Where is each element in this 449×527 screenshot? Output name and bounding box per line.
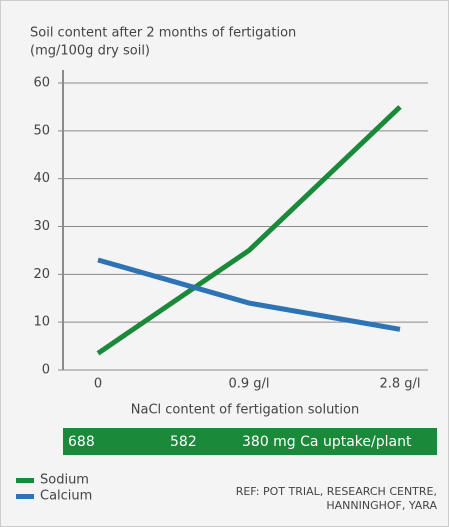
y-tick-label: 60: [33, 76, 50, 91]
x-axis-label: NaCl content of fertigation solution: [131, 403, 359, 418]
y-tick-label: 40: [33, 171, 50, 186]
reference: REF: POT TRIAL, RESEARCH CENTRE,: [236, 485, 437, 498]
data-line: [97, 257, 401, 332]
chart-subtitle: (mg/100g dry soil): [30, 44, 150, 59]
y-tick-label: 20: [33, 267, 50, 282]
y-tick-label: 50: [33, 123, 50, 138]
y-tick-label: 30: [33, 219, 50, 234]
legend-label: Sodium: [40, 473, 89, 488]
y-tick-label: 10: [33, 315, 50, 330]
chart-title: Soil content after 2 months of fertigati…: [30, 26, 296, 41]
uptake-label: 380 mg Ca uptake/plant: [242, 434, 412, 450]
reference: HANNINGHOF, YARA: [326, 499, 437, 512]
uptake-band: [63, 428, 437, 455]
uptake-label: 688: [68, 434, 95, 450]
x-tick-label: 2.8 g/l: [379, 377, 420, 392]
legend-label: Calcium: [40, 489, 92, 504]
legend-swatch: [16, 494, 34, 499]
y-tick-label: 0: [42, 363, 50, 378]
x-tick-label: 0: [94, 377, 102, 392]
x-tick-label: 0.9 g/l: [228, 377, 269, 392]
legend-swatch: [16, 478, 34, 483]
uptake-label: 582: [170, 434, 197, 450]
data-line: [96, 105, 402, 356]
